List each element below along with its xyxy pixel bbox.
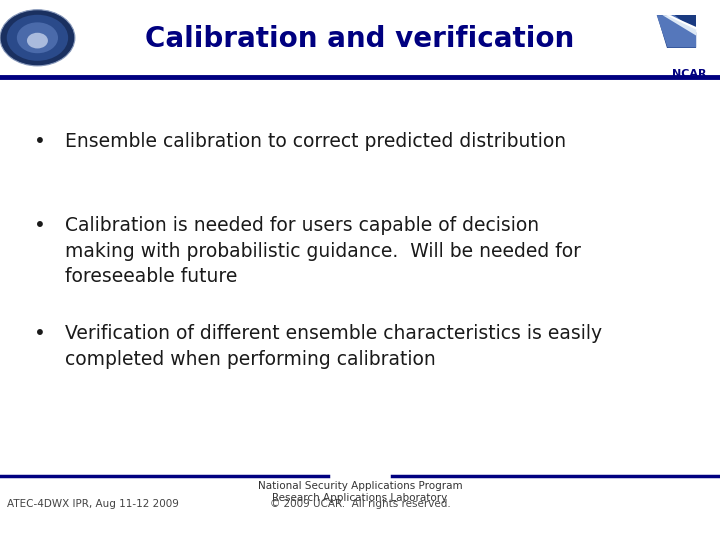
Text: Calibration is needed for users capable of decision
making with probabilistic gu: Calibration is needed for users capable … — [65, 216, 581, 287]
Text: •: • — [34, 216, 45, 235]
Text: Verification of different ensemble characteristics is easily
completed when perf: Verification of different ensemble chara… — [65, 324, 602, 369]
Circle shape — [6, 15, 68, 61]
Circle shape — [0, 10, 75, 66]
FancyBboxPatch shape — [649, 10, 703, 53]
Polygon shape — [662, 15, 696, 36]
Text: National Security Applications Program
Research Applications Laboratory: National Security Applications Program R… — [258, 481, 462, 503]
Text: •: • — [34, 132, 45, 151]
Circle shape — [17, 22, 58, 53]
Polygon shape — [657, 15, 696, 48]
Circle shape — [27, 33, 48, 49]
Polygon shape — [657, 15, 696, 48]
Polygon shape — [666, 15, 696, 30]
Text: •: • — [34, 324, 45, 343]
Text: ATEC-4DWX IPR, Aug 11-12 2009: ATEC-4DWX IPR, Aug 11-12 2009 — [7, 499, 179, 509]
Text: Ensemble calibration to correct predicted distribution: Ensemble calibration to correct predicte… — [65, 132, 566, 151]
Text: Calibration and verification: Calibration and verification — [145, 25, 575, 53]
Text: © 2009 UCAR.  All rights reserved.: © 2009 UCAR. All rights reserved. — [269, 499, 451, 509]
Text: NCAR: NCAR — [672, 69, 706, 79]
